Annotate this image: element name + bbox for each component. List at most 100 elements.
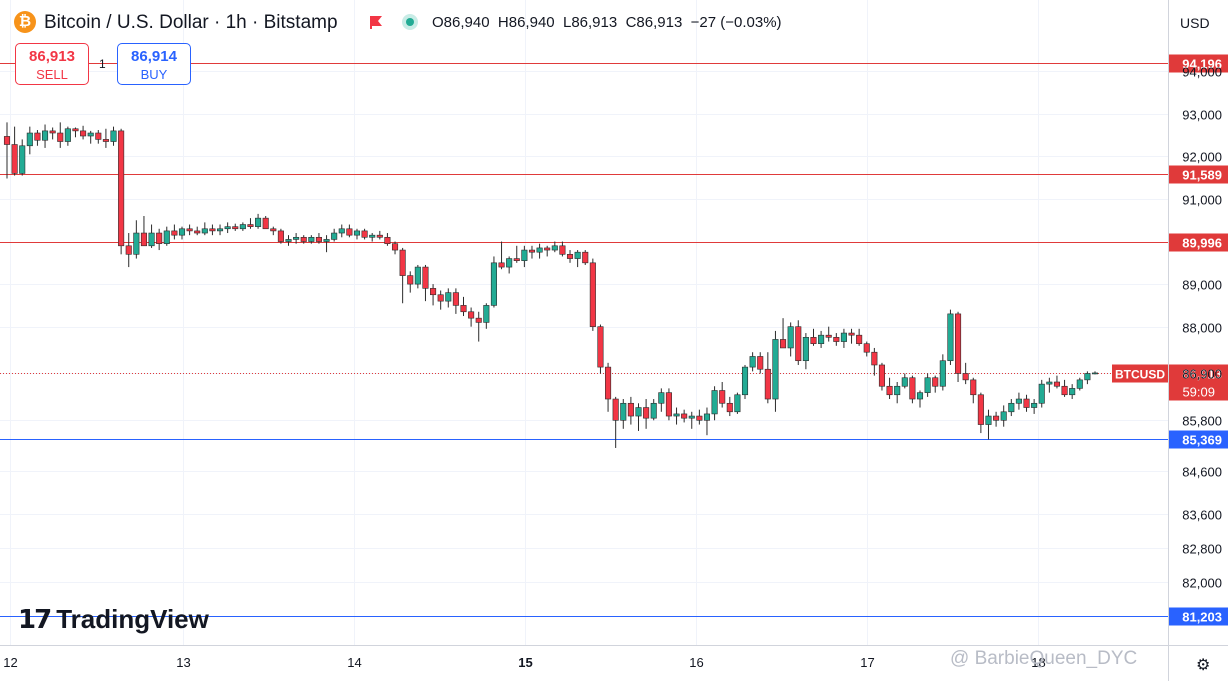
y-tick-label: 88,000 (1182, 321, 1222, 336)
candle-body (894, 385, 901, 396)
candle (232, 223, 239, 231)
candle-body (977, 394, 984, 425)
candle-body (430, 288, 437, 296)
candle (521, 245, 528, 268)
y-tick-label: 84,600 (1182, 465, 1222, 480)
candle (802, 333, 809, 370)
candle (1091, 371, 1099, 375)
candle-body (749, 356, 756, 368)
candle (810, 328, 817, 346)
candle-body (118, 130, 125, 247)
candle (574, 250, 581, 268)
bitcoin-icon: ₿ (14, 11, 36, 33)
flag-icon[interactable] (368, 14, 384, 30)
candle-body (1038, 383, 1045, 404)
candle (894, 381, 901, 404)
candle (658, 388, 665, 412)
candle-body (528, 249, 536, 253)
candle (460, 296, 467, 317)
symbol-tag (1112, 364, 1168, 383)
y-tick-label: 83,600 (1182, 508, 1222, 523)
candle (156, 228, 163, 251)
candle (361, 228, 368, 240)
candle-body (232, 226, 239, 230)
watermark: @ BarbieQueen_DYC (950, 648, 1138, 669)
candle-body (34, 132, 41, 141)
resistance-level-tag (1169, 54, 1228, 73)
candle-body (361, 230, 368, 238)
price-levels: 94,196 91,589 89,996 85,369 81,203 BTCUSD 86,9… (0, 54, 1228, 626)
price-axis: 94,000 93,000 92,000 91,000 89,000 88,000 86,9… (1168, 0, 1222, 681)
candle-body (650, 402, 657, 419)
candle-body (757, 356, 764, 370)
grid (0, 0, 1168, 645)
candle-body (635, 407, 642, 417)
candle-body (270, 228, 277, 232)
candle-body (407, 275, 414, 285)
candle-body (262, 217, 269, 230)
symbol-title[interactable]: Bitcoin / U.S. Dollar · 1h · Bitstamp (44, 12, 338, 33)
symbol-tag-label: BTCUSD (1115, 368, 1165, 382)
tradingview-logo[interactable]: 𝟭𝟳 TradingView (18, 604, 209, 634)
candle-body (483, 305, 490, 323)
candle-body (285, 239, 292, 242)
candle-body (993, 415, 1000, 421)
candle (955, 311, 962, 382)
candle-body (795, 326, 802, 362)
candle (186, 224, 193, 236)
candle (582, 250, 589, 265)
candle-body (1000, 411, 1007, 421)
candle (506, 256, 513, 274)
settings-icon[interactable]: ⚙ (1196, 657, 1211, 674)
candle-body (110, 130, 117, 142)
candle (64, 126, 71, 146)
candle (1076, 377, 1083, 391)
buy-button[interactable]: 86,914 BUY (117, 43, 191, 85)
candle-body (422, 266, 429, 289)
candles (3, 122, 1099, 448)
candle-body (719, 390, 726, 404)
candle (1008, 399, 1015, 417)
candle (1053, 375, 1060, 389)
candle (749, 352, 756, 372)
candle-body (711, 390, 718, 415)
candle-body (627, 402, 634, 417)
current-price-label: 86,913 (1182, 367, 1222, 382)
y-tick-label: 85,800 (1182, 414, 1222, 429)
candle-body (932, 377, 939, 387)
candle (939, 354, 946, 391)
candle (1023, 394, 1030, 412)
y-tick-label: 82,000 (1182, 576, 1222, 591)
candle (247, 218, 254, 229)
candle-body (224, 226, 231, 230)
candle-body (1046, 381, 1053, 385)
candle (597, 324, 604, 374)
candle (163, 226, 170, 246)
candle (270, 226, 277, 236)
candle-body (57, 132, 64, 142)
candle (551, 241, 558, 253)
candle-body (681, 413, 688, 419)
candle-body (939, 360, 946, 387)
candle (118, 128, 125, 255)
candle (293, 233, 300, 244)
resistance-level-tag (1169, 233, 1228, 252)
candle (977, 392, 984, 434)
candle (589, 258, 596, 331)
candle (125, 233, 132, 268)
candle (916, 390, 924, 408)
candle (353, 228, 361, 240)
x-tick-label: 12 (3, 655, 17, 670)
x-tick-label: 17 (860, 655, 874, 670)
candle-body (247, 224, 254, 227)
sell-button[interactable]: 86,913 SELL (15, 43, 89, 85)
candle-body (764, 368, 771, 400)
candle (544, 245, 551, 257)
candle-body (886, 385, 893, 396)
candle-body (95, 132, 102, 140)
currency-selector[interactable]: USD (1180, 15, 1210, 31)
candle-body (80, 130, 87, 137)
candle (757, 352, 764, 374)
market-status-icon[interactable] (402, 14, 418, 30)
